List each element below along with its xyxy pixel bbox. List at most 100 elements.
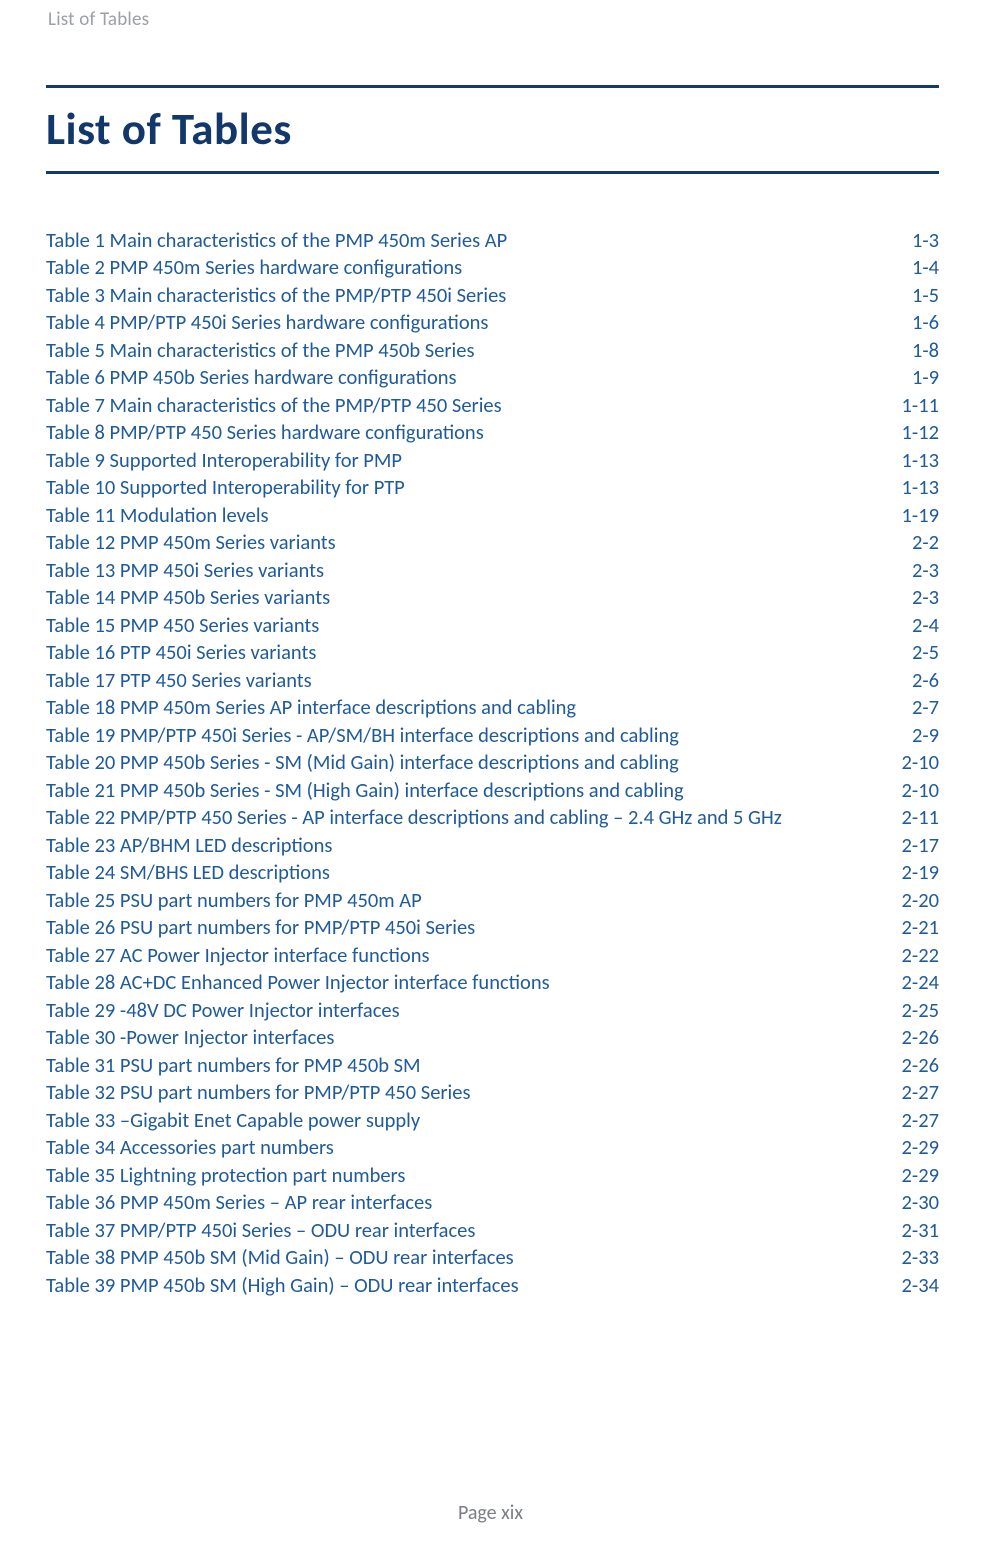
toc-entry[interactable]: Table 37 PMP/PTP 450i Series – ODU rear … bbox=[46, 1216, 939, 1244]
toc-entry-page: 2-22 bbox=[902, 945, 939, 966]
toc-entry-label: Table 29 -48V DC Power Injector interfac… bbox=[46, 1000, 400, 1021]
toc-entry-page: 2-6 bbox=[912, 670, 939, 691]
toc-entry-page: 2-34 bbox=[902, 1275, 939, 1296]
running-head: List of Tables bbox=[48, 8, 939, 31]
toc-entry[interactable]: Table 39 PMP 450b SM (High Gain) – ODU r… bbox=[46, 1271, 939, 1299]
toc-entry[interactable]: Table 34 Accessories part numbers 2-29 bbox=[46, 1134, 939, 1162]
toc-entry-page: 1-3 bbox=[912, 230, 939, 251]
toc-entry-label: Table 16 PTP 450i Series variants bbox=[46, 642, 316, 663]
toc-entry-page: 1-12 bbox=[902, 422, 939, 443]
top-rule bbox=[46, 85, 939, 88]
toc-entry-label: Table 24 SM/BHS LED descriptions bbox=[46, 862, 330, 883]
toc-entry-page: 2-29 bbox=[902, 1137, 939, 1158]
toc-entry[interactable]: Table 19 PMP/PTP 450i Series - AP/SM/BH … bbox=[46, 721, 939, 749]
toc-entry[interactable]: Table 13 PMP 450i Series variants 2-3 bbox=[46, 556, 939, 584]
toc-entry-page: 2-9 bbox=[912, 725, 939, 746]
toc-entry[interactable]: Table 36 PMP 450m Series – AP rear inter… bbox=[46, 1189, 939, 1217]
toc-entry[interactable]: Table 29 -48V DC Power Injector interfac… bbox=[46, 996, 939, 1024]
toc-entry-page: 2-24 bbox=[902, 972, 939, 993]
toc-entry[interactable]: Table 23 AP/BHM LED descriptions2-17 bbox=[46, 831, 939, 859]
toc-entry-page: 2-27 bbox=[902, 1110, 939, 1131]
toc-entry[interactable]: Table 10 Supported Interoperability for … bbox=[46, 474, 939, 502]
toc-entry-page: 2-26 bbox=[902, 1027, 939, 1048]
toc-entry-page: 1-4 bbox=[912, 257, 939, 278]
toc-entry-label: Table 26 PSU part numbers for PMP/PTP 45… bbox=[46, 917, 475, 938]
toc-entry[interactable]: Table 18 PMP 450m Series AP interface de… bbox=[46, 694, 939, 722]
toc-entry[interactable]: Table 12 PMP 450m Series variants2-2 bbox=[46, 529, 939, 557]
toc-entry-label: Table 18 PMP 450m Series AP interface de… bbox=[46, 697, 576, 718]
toc-entry-label: Table 13 PMP 450i Series variants bbox=[46, 560, 324, 581]
toc-entry[interactable]: Table 35 Lightning protection part numbe… bbox=[46, 1161, 939, 1189]
toc-entry[interactable]: Table 8 PMP/PTP 450 Series hardware conf… bbox=[46, 419, 939, 447]
toc-entry-label: Table 20 PMP 450b Series - SM (Mid Gain)… bbox=[46, 752, 679, 773]
toc-entry-page: 1-5 bbox=[912, 285, 939, 306]
toc-entry-label: Table 36 PMP 450m Series – AP rear inter… bbox=[46, 1192, 432, 1213]
toc-entry[interactable]: Table 1 Main characteristics of the PMP … bbox=[46, 226, 939, 254]
toc-entry-page: 2-26 bbox=[902, 1055, 939, 1076]
toc-entry[interactable]: Table 11 Modulation levels 1-19 bbox=[46, 501, 939, 529]
toc-entry[interactable]: Table 28 AC+DC Enhanced Power Injector i… bbox=[46, 969, 939, 997]
toc-entry-page: 1-11 bbox=[902, 395, 939, 416]
toc-entry[interactable]: Table 7 Main characteristics of the PMP/… bbox=[46, 391, 939, 419]
toc-entry-page: 2-29 bbox=[902, 1165, 939, 1186]
toc-entry[interactable]: Table 22 PMP/PTP 450 Series - AP interfa… bbox=[46, 804, 939, 832]
toc-entry[interactable]: Table 21 PMP 450b Series - SM (High Gain… bbox=[46, 776, 939, 804]
toc-entry-page: 2-30 bbox=[902, 1192, 939, 1213]
toc-entry-label: Table 38 PMP 450b SM (Mid Gain) – ODU re… bbox=[46, 1247, 514, 1268]
toc-entry-label: Table 11 Modulation levels bbox=[46, 505, 269, 526]
toc-entry-label: Table 22 PMP/PTP 450 Series - AP interfa… bbox=[46, 807, 782, 828]
toc-entry-page: 2-3 bbox=[912, 560, 939, 581]
toc-entry-page: 1-8 bbox=[912, 340, 939, 361]
toc-entry[interactable]: Table 3 Main characteristics of the PMP/… bbox=[46, 281, 939, 309]
toc-entry-label: Table 2 PMP 450m Series hardware configu… bbox=[46, 257, 462, 278]
bottom-rule bbox=[46, 171, 939, 174]
toc-entry[interactable]: Table 4 PMP/PTP 450i Series hardware con… bbox=[46, 309, 939, 337]
toc-entry-label: Table 4 PMP/PTP 450i Series hardware con… bbox=[46, 312, 488, 333]
toc-entry-label: Table 14 PMP 450b Series variants bbox=[46, 587, 330, 608]
toc-entry[interactable]: Table 26 PSU part numbers for PMP/PTP 45… bbox=[46, 914, 939, 942]
toc-entry[interactable]: Table 2 PMP 450m Series hardware configu… bbox=[46, 254, 939, 282]
toc-entry-label: Table 37 PMP/PTP 450i Series – ODU rear … bbox=[46, 1220, 475, 1241]
toc-entry[interactable]: Table 16 PTP 450i Series variants 2-5 bbox=[46, 639, 939, 667]
toc-entry-label: Table 25 PSU part numbers for PMP 450m A… bbox=[46, 890, 422, 911]
toc-entry-label: Table 7 Main characteristics of the PMP/… bbox=[46, 395, 502, 416]
toc-entry-page: 2-33 bbox=[902, 1247, 939, 1268]
toc-entry-label: Table 35 Lightning protection part numbe… bbox=[46, 1165, 405, 1186]
toc-entry-page: 2-31 bbox=[902, 1220, 939, 1241]
toc-entry[interactable]: Table 32 PSU part numbers for PMP/PTP 45… bbox=[46, 1079, 939, 1107]
toc-entry-label: Table 12 PMP 450m Series variants bbox=[46, 532, 336, 553]
toc-entry[interactable]: Table 33 –Gigabit Enet Capable power sup… bbox=[46, 1106, 939, 1134]
toc-entry-page: 2-5 bbox=[912, 642, 939, 663]
toc-entries: Table 1 Main characteristics of the PMP … bbox=[46, 226, 939, 1299]
toc-entry[interactable]: Table 38 PMP 450b SM (Mid Gain) – ODU re… bbox=[46, 1244, 939, 1272]
toc-entry[interactable]: Table 30 -Power Injector interfaces2-26 bbox=[46, 1024, 939, 1052]
toc-entry[interactable]: Table 24 SM/BHS LED descriptions 2-19 bbox=[46, 859, 939, 887]
toc-entry[interactable]: Table 9 Supported Interoperability for P… bbox=[46, 446, 939, 474]
toc-entry[interactable]: Table 14 PMP 450b Series variants 2-3 bbox=[46, 584, 939, 612]
toc-entry-page: 2-3 bbox=[912, 587, 939, 608]
toc-entry-label: Table 28 AC+DC Enhanced Power Injector i… bbox=[46, 972, 550, 993]
toc-entry-label: Table 5 Main characteristics of the PMP … bbox=[46, 340, 474, 361]
toc-entry-page: 1-19 bbox=[902, 505, 939, 526]
toc-entry-label: Table 1 Main characteristics of the PMP … bbox=[46, 230, 507, 251]
toc-entry-page: 1-13 bbox=[902, 477, 939, 498]
toc-entry-label: Table 3 Main characteristics of the PMP/… bbox=[46, 285, 506, 306]
toc-entry-page: 1-13 bbox=[902, 450, 939, 471]
toc-entry-page: 2-10 bbox=[902, 752, 939, 773]
toc-entry-page: 2-19 bbox=[902, 862, 939, 883]
toc-entry-label: Table 21 PMP 450b Series - SM (High Gain… bbox=[46, 780, 684, 801]
toc-entry-label: Table 6 PMP 450b Series hardware configu… bbox=[46, 367, 457, 388]
toc-entry[interactable]: Table 25 PSU part numbers for PMP 450m A… bbox=[46, 886, 939, 914]
toc-entry[interactable]: Table 5 Main characteristics of the PMP … bbox=[46, 336, 939, 364]
toc-entry-page: 2-21 bbox=[902, 917, 939, 938]
toc-entry[interactable]: Table 31 PSU part numbers for PMP 450b S… bbox=[46, 1051, 939, 1079]
toc-entry-label: Table 34 Accessories part numbers bbox=[46, 1137, 334, 1158]
toc-entry[interactable]: Table 17 PTP 450 Series variants2-6 bbox=[46, 666, 939, 694]
toc-entry[interactable]: Table 6 PMP 450b Series hardware configu… bbox=[46, 364, 939, 392]
document-page: List of Tables List of Tables Table 1 Ma… bbox=[0, 0, 981, 1555]
toc-entry[interactable]: Table 15 PMP 450 Series variants2-4 bbox=[46, 611, 939, 639]
toc-entry-label: Table 10 Supported Interoperability for … bbox=[46, 477, 405, 498]
toc-entry[interactable]: Table 20 PMP 450b Series - SM (Mid Gain)… bbox=[46, 749, 939, 777]
toc-entry[interactable]: Table 27 AC Power Injector interface fun… bbox=[46, 941, 939, 969]
toc-entry-label: Table 9 Supported Interoperability for P… bbox=[46, 450, 402, 471]
